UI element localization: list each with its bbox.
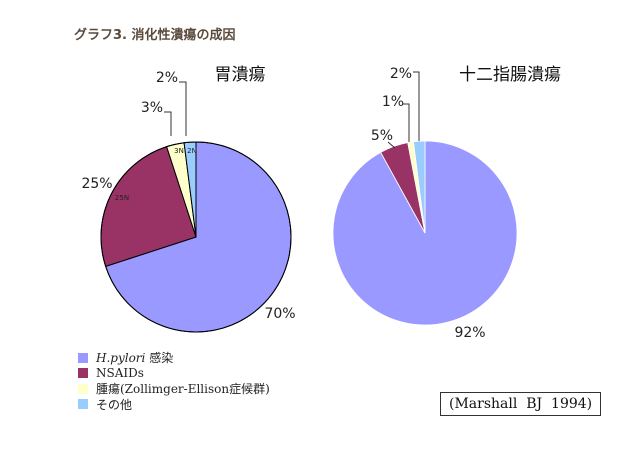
leader-line <box>164 111 172 136</box>
leader-line <box>403 103 410 142</box>
leader-line <box>179 81 187 136</box>
pie-title: 十二指腸潰瘍 <box>459 65 561 85</box>
legend-label-other: その他 <box>96 397 133 412</box>
slice-percent-label: 2% <box>390 66 412 82</box>
legend: H.pylori 感染 NSAIDs 腫瘍(Zollimger-Ellison症… <box>78 350 270 412</box>
pie-slice <box>413 140 426 234</box>
legend-swatch <box>78 352 88 363</box>
slice-percent-label: 92% <box>454 325 485 341</box>
pie-title: 胃潰瘍 <box>215 65 266 85</box>
legend-label-nsaids: NSAIDs <box>96 366 144 381</box>
legend-item-tumor: 腫瘍(Zollimger-Ellison症候群) <box>78 381 270 397</box>
legend-swatch <box>78 383 88 394</box>
pie-outline <box>100 141 292 333</box>
legend-swatch <box>78 399 88 410</box>
legend-item-nsaids: NSAIDs <box>78 366 270 382</box>
slice-percent-label: 70% <box>264 306 295 322</box>
pie-chart-gastric-ulcer: 胃潰瘍 70% 25% 3% 2% 25N 3N 2N <box>81 65 296 333</box>
legend-label-h-pylori: H.pylori 感染 <box>96 351 174 366</box>
citation: (Marshall BJ 1994) <box>440 392 602 416</box>
leader-line <box>413 71 420 141</box>
figure-title: グラフ3. 消化性潰瘍の成因 <box>74 28 236 43</box>
slice-percent-label: 3% <box>141 100 163 116</box>
slice-inner-label: 3N <box>174 147 184 155</box>
slice-percent-label: 1% <box>382 94 404 110</box>
slice-inner-label: 2N <box>187 147 197 155</box>
legend-item-other: その他 <box>78 397 270 413</box>
slice-percent-label: 5% <box>371 128 393 144</box>
legend-item-h-pylori: H.pylori 感染 <box>78 350 270 366</box>
slice-percent-label: 25% <box>81 176 112 192</box>
legend-label-tumor: 腫瘍(Zollimger-Ellison症候群) <box>96 382 270 397</box>
slice-inner-label: 25N <box>115 194 129 202</box>
slice-percent-label: 2% <box>156 70 178 86</box>
legend-swatch <box>78 368 88 379</box>
leader-line <box>387 141 396 149</box>
pie-chart-duodenal-ulcer: 十二指腸潰瘍 92% 5% 1% 2% <box>332 65 561 341</box>
